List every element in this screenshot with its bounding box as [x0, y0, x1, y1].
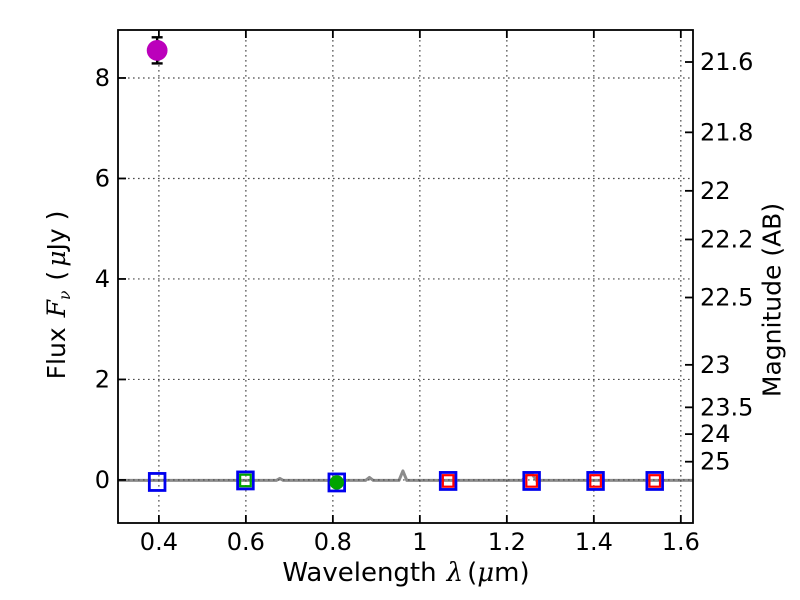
- y-tick-label-left: 4: [95, 265, 110, 293]
- y-tick-label-right: 23: [700, 351, 731, 379]
- x-tick-label: 0.4: [140, 528, 178, 556]
- y-tick-label-right: 25: [700, 448, 731, 476]
- blue-open-squares-marker: [438, 471, 458, 491]
- flux-unit-rest: Jy ): [41, 210, 71, 251]
- y-tick-label-left: 8: [95, 64, 110, 92]
- y-tick-label-right: 24: [700, 420, 731, 448]
- red-open-squares-marker: [525, 474, 539, 488]
- x-axis-unit-close: m): [494, 558, 530, 588]
- flux-symbol: F: [41, 300, 71, 318]
- x-tick-label: 1.2: [488, 528, 526, 556]
- mu-symbol: μ: [477, 558, 495, 588]
- y-tick-label-left: 2: [95, 365, 110, 393]
- blue-open-squares-marker: [586, 471, 605, 491]
- nu-subscript: ν: [56, 290, 75, 300]
- y-tick-label-right: 21.8: [700, 118, 753, 146]
- flux-unit-open: (: [41, 270, 71, 281]
- red-open-squares-marker: [648, 474, 662, 488]
- y-tick-label-left: 6: [95, 164, 110, 192]
- detection-point-marker: [146, 39, 168, 61]
- gridlines: [118, 30, 693, 523]
- model-spectrum-layer: [118, 469, 693, 482]
- lambda-symbol: λ: [446, 558, 464, 588]
- tick-labels: 0.4 0.6 0.8 1 1.2 1.4 1.60246821.621.82222.222…: [95, 48, 754, 556]
- x-axis-label-word: Wavelength: [282, 558, 437, 588]
- y-tick-label-right: 23.5: [700, 393, 753, 421]
- flux-unit-mu: μ: [41, 250, 71, 267]
- blue-open-squares-marker: [522, 471, 541, 491]
- blue-open-squares-marker: [147, 472, 167, 492]
- y-tick-label-right: 22.5: [700, 284, 753, 312]
- x-tick-label: 0.6: [227, 528, 265, 556]
- x-axis-label: Wavelength λ (μm): [282, 558, 529, 588]
- red-open-squares-marker: [441, 474, 455, 488]
- red-open-squares-marker: [589, 474, 602, 488]
- x-axis-unit-open: (: [467, 558, 478, 588]
- x-tick-label: 1: [412, 528, 427, 556]
- green-open-square-marker: [239, 473, 252, 488]
- x-tick-label: 0.8: [314, 528, 352, 556]
- flux-word: Flux: [41, 327, 71, 380]
- x-tick-label: 1.4: [575, 528, 613, 556]
- green-point-marker: [329, 475, 344, 490]
- y-tick-label-right: 21.6: [700, 48, 753, 76]
- y-tick-label-left: 0: [95, 466, 110, 494]
- axes-frame: [117, 29, 694, 524]
- y-tick-label-right: 22.2: [700, 225, 753, 253]
- data-points: [146, 36, 664, 493]
- blue-open-squares-marker: [645, 471, 664, 491]
- y-tick-label-right: 22: [700, 177, 731, 205]
- plot-border: [117, 29, 694, 524]
- model-spectrum-line: [118, 469, 693, 482]
- x-tick-label: 1.6: [662, 528, 700, 556]
- blue-open-squares-marker: [236, 470, 255, 491]
- blue-open-squares-marker: [327, 472, 346, 493]
- y-axis-label-left: Flux Fν ( μJy ): [42, 211, 74, 380]
- y-axis-label-right: Magnitude (AB): [757, 202, 787, 398]
